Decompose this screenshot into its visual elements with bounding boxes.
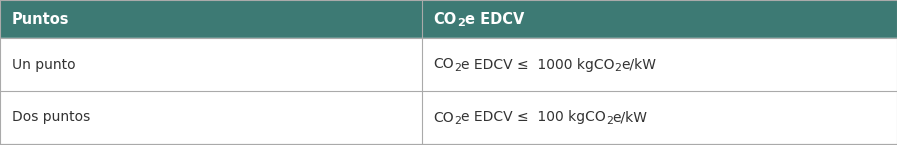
Bar — [0, 0, 422, 38]
Text: Puntos: Puntos — [12, 11, 69, 27]
Bar — [422, 91, 897, 144]
Text: e EDCV: e EDCV — [465, 11, 524, 27]
Text: 2: 2 — [614, 63, 622, 73]
Text: Dos puntos: Dos puntos — [12, 110, 91, 125]
Text: 2: 2 — [457, 18, 465, 28]
Text: 2: 2 — [454, 116, 461, 126]
Text: CO: CO — [433, 110, 454, 125]
Text: e/kW: e/kW — [613, 110, 648, 125]
Bar — [0, 91, 422, 144]
Text: e/kW: e/kW — [622, 58, 657, 71]
Text: 2: 2 — [454, 63, 461, 73]
Bar — [0, 38, 422, 91]
Text: e EDCV ≤  1000 kgCO: e EDCV ≤ 1000 kgCO — [461, 58, 614, 71]
Text: Un punto: Un punto — [12, 58, 75, 71]
Text: CO: CO — [433, 11, 457, 27]
Text: 2: 2 — [605, 116, 613, 126]
Text: CO: CO — [433, 58, 454, 71]
Bar — [422, 38, 897, 91]
Bar — [422, 0, 897, 38]
Text: e EDCV ≤  100 kgCO: e EDCV ≤ 100 kgCO — [461, 110, 605, 125]
